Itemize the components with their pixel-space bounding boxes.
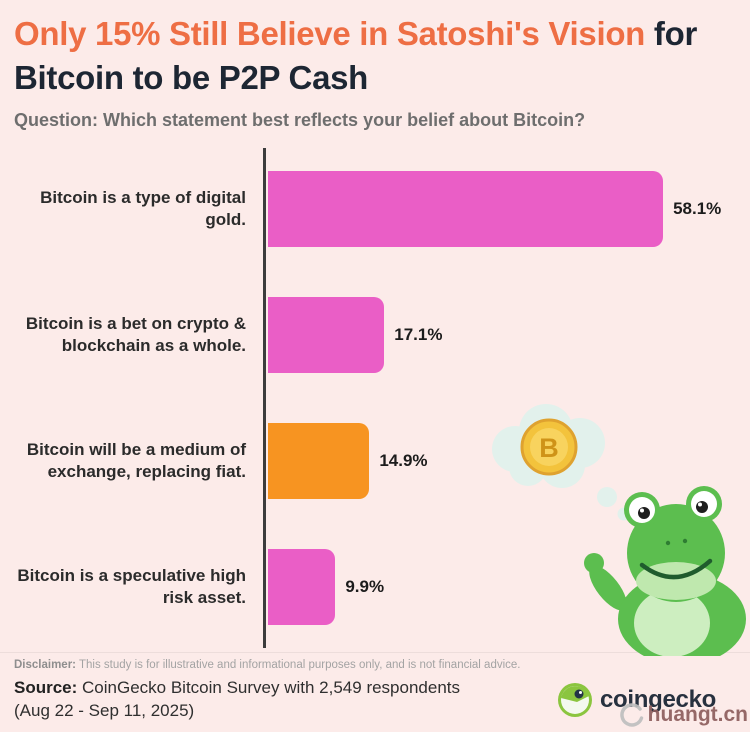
bar (268, 297, 385, 373)
source-text: CoinGecko Bitcoin Survey with 2,549 resp… (14, 678, 461, 720)
category-label: Bitcoin will be a medium of exchange, re… (26, 439, 246, 481)
disclaimer-text: This study is for illustrative and infor… (76, 659, 521, 671)
chart-row: Bitcoin is a type of digital gold. 58.1% (0, 146, 750, 272)
value-label: 17.1% (394, 325, 443, 344)
category-label: Bitcoin is a bet on crypto & blockchain … (25, 313, 246, 355)
source: Source: CoinGecko Bitcoin Survey with 2,… (14, 677, 464, 723)
category-label: Bitcoin is a speculative high risk asset… (17, 565, 246, 607)
bar-wrap: 14.9% (264, 423, 750, 499)
chart-row: Bitcoin is a speculative high risk asset… (0, 524, 750, 650)
bar-wrap: 9.9% (264, 549, 750, 625)
bar-chart: Bitcoin is a type of digital gold. 58.1%… (0, 146, 750, 650)
disclaimer: Disclaimer: This study is for illustrati… (14, 659, 736, 671)
bar-wrap: 17.1% (264, 297, 750, 373)
bar (268, 423, 370, 499)
footer: Disclaimer: This study is for illustrati… (0, 652, 750, 732)
value-label: 58.1% (673, 199, 722, 218)
category-label: Bitcoin is a type of digital gold. (40, 187, 246, 229)
bar (268, 171, 664, 247)
coingecko-logo-icon (558, 683, 592, 717)
page-title: Only 15% Still Believe in Satoshi's Visi… (14, 12, 734, 100)
chart-row: Bitcoin is a bet on crypto & blockchain … (0, 272, 750, 398)
title-highlight: Only 15% Still Believe in Satoshi's Visi… (14, 15, 646, 52)
title-rest: for Bitcoin to be P2P Cash (14, 15, 697, 96)
header: Only 15% Still Believe in Satoshi's Visi… (0, 0, 750, 131)
value-label: 14.9% (379, 451, 428, 470)
source-label: Source: (14, 678, 78, 697)
watermark: huangt.cn (619, 702, 748, 728)
logo-wordmark: coingecko (600, 686, 716, 713)
chart-row: Bitcoin will be a medium of exchange, re… (0, 398, 750, 524)
watermark-text: huangt.cn (647, 703, 748, 726)
coingecko-logo: coingecko (557, 682, 716, 718)
disclaimer-label: Disclaimer: (14, 659, 77, 671)
value-label: 9.9% (345, 577, 385, 596)
axis-line (263, 148, 266, 648)
bar (268, 549, 336, 625)
watermark-icon (619, 703, 643, 727)
bar-wrap: 58.1% (264, 171, 750, 247)
survey-question: Question: Which statement best reflects … (14, 109, 586, 130)
